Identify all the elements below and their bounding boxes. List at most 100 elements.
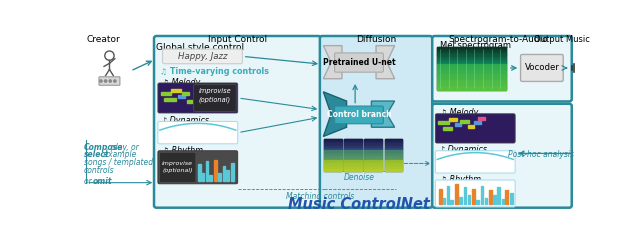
Bar <box>436 75 506 78</box>
Bar <box>324 146 342 148</box>
Bar <box>467 195 470 204</box>
Bar <box>324 148 342 150</box>
Bar <box>436 54 506 57</box>
Bar <box>385 141 403 143</box>
Bar <box>436 73 506 76</box>
Bar <box>436 64 506 66</box>
Bar <box>443 198 445 204</box>
Circle shape <box>114 80 116 82</box>
FancyBboxPatch shape <box>435 180 515 207</box>
Bar <box>187 99 191 103</box>
Bar <box>459 197 461 204</box>
Bar <box>344 164 362 167</box>
Text: ♪ Dynamics: ♪ Dynamics <box>162 116 209 125</box>
Bar <box>364 157 382 160</box>
Bar <box>436 66 506 69</box>
FancyBboxPatch shape <box>193 85 236 111</box>
Bar <box>344 139 362 171</box>
FancyBboxPatch shape <box>435 151 515 173</box>
FancyBboxPatch shape <box>99 77 120 85</box>
Bar <box>385 169 403 171</box>
Text: Denoise: Denoise <box>344 174 374 182</box>
Bar <box>344 143 362 146</box>
Bar <box>510 193 513 204</box>
Text: Output Music: Output Music <box>534 35 590 44</box>
Bar <box>467 125 474 128</box>
Bar <box>344 155 362 157</box>
Text: controls: controls <box>84 166 115 175</box>
Bar <box>493 195 496 204</box>
FancyBboxPatch shape <box>159 152 196 182</box>
Text: songs / templated: songs / templated <box>84 158 153 167</box>
Bar <box>436 61 506 64</box>
Bar <box>364 139 382 171</box>
Bar <box>364 141 382 143</box>
Bar <box>385 164 403 167</box>
Text: Control branch: Control branch <box>326 110 391 120</box>
Bar <box>164 98 176 101</box>
FancyBboxPatch shape <box>163 49 243 64</box>
Text: Post-hoc analysis: Post-hoc analysis <box>508 150 575 159</box>
Text: ♫ Rhythm: ♫ Rhythm <box>440 175 481 184</box>
Text: Compose: Compose <box>84 143 123 152</box>
Text: example: example <box>101 150 136 159</box>
Text: improvise
(optional): improvise (optional) <box>162 162 193 173</box>
Text: ♫ Melody: ♫ Melody <box>162 78 200 87</box>
Bar <box>205 161 208 181</box>
Bar <box>182 92 189 95</box>
Bar <box>447 186 449 204</box>
Bar <box>324 155 342 157</box>
Bar <box>436 57 506 59</box>
Bar <box>385 143 403 146</box>
Bar <box>443 127 452 130</box>
Text: Happy, Jazz: Happy, Jazz <box>178 52 227 61</box>
Bar <box>324 162 342 164</box>
Bar <box>472 189 475 204</box>
Bar <box>344 141 362 143</box>
Bar <box>502 199 504 204</box>
Bar <box>324 157 342 160</box>
Polygon shape <box>323 46 342 79</box>
Circle shape <box>109 80 111 82</box>
Bar <box>436 59 506 62</box>
Bar <box>178 95 186 98</box>
Bar <box>460 120 469 123</box>
Text: Mel spectrogram: Mel spectrogram <box>440 41 511 50</box>
Text: Creator: Creator <box>86 35 120 44</box>
Bar <box>364 150 382 153</box>
Bar <box>436 71 506 73</box>
Text: Spectrogram-to-Audio: Spectrogram-to-Audio <box>449 35 548 44</box>
Bar <box>364 164 382 167</box>
FancyBboxPatch shape <box>158 151 237 184</box>
Bar <box>385 160 403 162</box>
FancyBboxPatch shape <box>435 114 515 143</box>
Bar <box>214 160 217 181</box>
Bar <box>436 80 506 83</box>
Bar <box>436 82 506 85</box>
Text: omit: omit <box>93 177 113 185</box>
Text: select: select <box>84 150 109 159</box>
Bar <box>324 153 342 155</box>
Text: , play, or: , play, or <box>106 143 138 152</box>
Polygon shape <box>376 46 395 79</box>
FancyBboxPatch shape <box>335 106 383 124</box>
Bar <box>344 148 362 150</box>
Bar <box>324 160 342 162</box>
FancyBboxPatch shape <box>154 36 321 208</box>
Bar <box>484 198 487 204</box>
FancyBboxPatch shape <box>158 83 237 113</box>
FancyBboxPatch shape <box>520 54 563 81</box>
Bar <box>455 184 458 204</box>
Bar <box>364 162 382 164</box>
Bar <box>436 49 506 52</box>
Bar <box>227 170 229 181</box>
Text: Input Control: Input Control <box>208 35 267 44</box>
Text: Diffusion: Diffusion <box>356 35 396 44</box>
FancyBboxPatch shape <box>320 36 432 208</box>
Bar <box>436 47 506 90</box>
Bar <box>463 187 467 204</box>
Bar <box>439 189 442 204</box>
Text: improvise
(optional): improvise (optional) <box>198 88 231 103</box>
Bar <box>436 85 506 87</box>
Text: ♫ Time-varying controls: ♫ Time-varying controls <box>160 67 269 76</box>
